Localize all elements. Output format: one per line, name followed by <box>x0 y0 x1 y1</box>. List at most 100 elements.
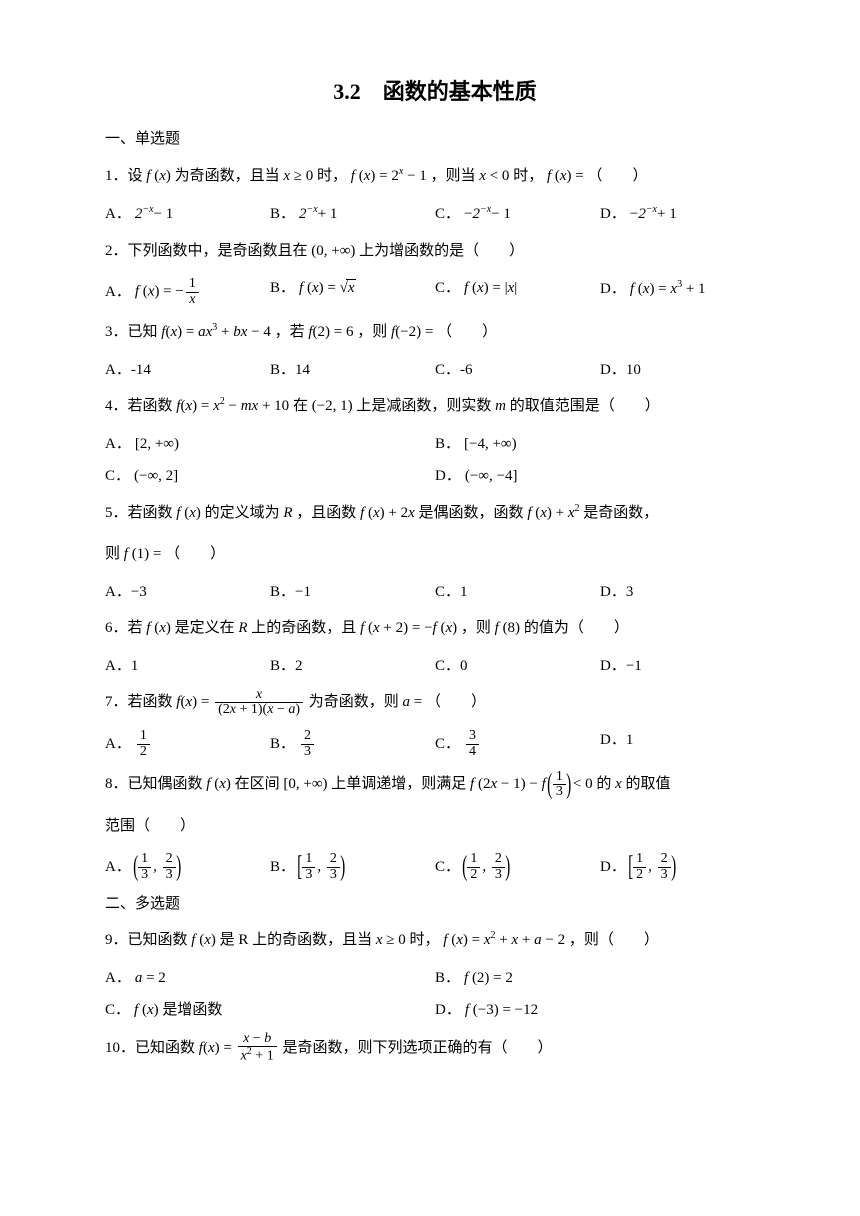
q3-opt-a: A．-14 <box>105 362 151 378</box>
q9-text-c: 时， <box>410 932 440 948</box>
q2-text-a: 2．下列函数中，是奇函数且在 <box>105 243 308 259</box>
q1-text-c: 时， <box>317 168 347 184</box>
q5-text-g: （ ） <box>165 546 225 562</box>
question-6: 6．若 f (x) 是定义在 R 上的奇函数，且 f (x + 2) = −f … <box>105 613 765 645</box>
q10-text-b: 是奇函数，则下列选项正确的有（ ） <box>282 1040 552 1056</box>
q7-opt-b-label: B． <box>270 736 295 752</box>
q6-text-b: 是定义在 <box>175 620 235 636</box>
q4-opt-d-label: D． <box>435 468 461 484</box>
q1-options: A．2−x − 1 B．2−x + 1 C．−2−x − 1 D．−2−x + … <box>105 202 765 226</box>
q1-text-f: （ ） <box>588 168 648 184</box>
section-2-header: 二、多选题 <box>105 893 765 916</box>
question-1: 1．设 f (x) 为奇函数，且当 x ≥ 0 时， f (x) = 2x − … <box>105 161 765 193</box>
q5-opt-d: D．3 <box>600 584 633 600</box>
q9-options-row2: C．f (x) 是增函数 D．f (−3) = −12 <box>105 999 765 1022</box>
q6-opt-a: A．1 <box>105 658 138 674</box>
q3-text-a: 3．已知 <box>105 324 158 340</box>
q4-options-row2: C．(−∞, 2] D．(−∞, −4] <box>105 465 765 488</box>
q4-text-a: 4．若函数 <box>105 398 173 414</box>
q9-options-row1: A．a = 2 B．f (2) = 2 <box>105 967 765 990</box>
q6-text-d: ，则 <box>461 620 491 636</box>
q9-opt-b-label: B． <box>435 970 460 986</box>
q4-opt-c-label: C． <box>105 468 130 484</box>
q7-text-c: （ ） <box>426 694 486 710</box>
q7-text-b: 为奇函数，则 <box>309 694 399 710</box>
q1-opt-a-label: A． <box>105 206 131 222</box>
page-title: 3.2 函数的基本性质 <box>105 75 765 108</box>
question-10: 10．已知函数 f(x) = x − bx2 + 1 是奇函数，则下列选项正确的… <box>105 1032 765 1065</box>
q9-opt-c-label: C． <box>105 1002 130 1018</box>
q7-text-a: 7．若函数 <box>105 694 173 710</box>
q5-text-d: 是偶函数，函数 <box>419 505 524 521</box>
q6-options: A．1 B．2 C．0 D．−1 <box>105 655 765 678</box>
q8-opt-a-label: A． <box>105 859 131 875</box>
q3-opt-d: D．10 <box>600 362 641 378</box>
q3-text-c: ，则 <box>357 324 387 340</box>
q1-text-b: 为奇函数，且当 <box>175 168 280 184</box>
q6-text-c: 上的奇函数，且 <box>251 620 356 636</box>
q8-text-d: 的 <box>596 776 611 792</box>
q5-text-b: 的定义域为 <box>205 505 280 521</box>
q4-text-c: 上是减函数，则实数 <box>356 398 491 414</box>
question-3: 3．已知 f(x) = ax3 + bx − 4 ，若 f(2) = 6 ，则 … <box>105 317 765 349</box>
q4-text-d: 的取值范围是（ ） <box>510 398 660 414</box>
q5-text-f: 则 <box>105 546 120 562</box>
q2-text-b: 上为增函数的是（ ） <box>359 243 524 259</box>
q7-options: A．12 B．23 C．34 D．1 <box>105 729 765 759</box>
q9-text-a: 9．已知函数 <box>105 932 188 948</box>
q8-text-b: 在区间 <box>235 776 280 792</box>
q1-opt-c-label: C． <box>435 206 460 222</box>
q3-options: A．-14 B．14 C．-6 D．10 <box>105 359 765 382</box>
q6-opt-b: B．2 <box>270 658 303 674</box>
q2-opt-b-label: B． <box>270 280 295 296</box>
q4-options-row1: A．[2, +∞) B．[−4, +∞) <box>105 433 765 456</box>
q2-opt-c-label: C． <box>435 280 460 296</box>
q9-opt-a-label: A． <box>105 970 131 986</box>
q6-text-e: 的值为（ ） <box>524 620 629 636</box>
question-9: 9．已知函数 f (x) 是 R 上的奇函数，且当 x ≥ 0 时， f (x)… <box>105 925 765 957</box>
q9-opt-d-label: D． <box>435 1002 461 1018</box>
q3-opt-c: C．-6 <box>435 362 473 378</box>
q5-text-e: 是奇函数， <box>583 505 658 521</box>
q6-opt-c: C．0 <box>435 658 468 674</box>
q10-text-a: 10．已知函数 <box>105 1040 195 1056</box>
q8-text-a: 8．已知偶函数 <box>105 776 203 792</box>
q7-opt-d: D．1 <box>600 732 633 748</box>
q5-opt-a: A．−3 <box>105 584 147 600</box>
q8-opt-d-label: D． <box>600 859 626 875</box>
q8-text-c: 上单调递增，则满足 <box>331 776 466 792</box>
q2-opt-a-label: A． <box>105 284 131 300</box>
q4-opt-a-label: A． <box>105 436 131 452</box>
q4-opt-b-label: B． <box>435 436 460 452</box>
question-7: 7．若函数 f(x) = x(2x + 1)(x − a) 为奇函数，则 a =… <box>105 687 765 719</box>
q8-opt-c-label: C． <box>435 859 460 875</box>
q9-opt-c-text: 是增函数 <box>162 1002 222 1018</box>
question-5-cont: 则 f (1) = （ ） <box>105 539 765 571</box>
question-8: 8．已知偶函数 f (x) 在区间 [0, +∞) 上单调递增，则满足 f (2… <box>105 769 765 801</box>
q2-opt-d-label: D． <box>600 281 626 297</box>
q8-opt-b-label: B． <box>270 859 295 875</box>
q3-text-b: ，若 <box>275 324 305 340</box>
q6-text-a: 6．若 <box>105 620 143 636</box>
q1-opt-b-label: B． <box>270 206 295 222</box>
question-8-cont: 范围（ ） <box>105 811 765 843</box>
q1-text-e: 时， <box>513 168 543 184</box>
q5-text-c: ，且函数 <box>296 505 356 521</box>
q9-text-b: 是 R 上的奇函数，且当 <box>220 932 373 948</box>
q1-text-d: ，则当 <box>431 168 476 184</box>
q5-opt-b: B．−1 <box>270 584 311 600</box>
question-4: 4．若函数 f(x) = x2 − mx + 10 在 (−2, 1) 上是减函… <box>105 391 765 423</box>
q1-opt-d-label: D． <box>600 206 626 222</box>
q7-opt-c-label: C． <box>435 736 460 752</box>
q6-opt-d: D．−1 <box>600 658 642 674</box>
q5-options: A．−3 B．−1 C．1 D．3 <box>105 581 765 604</box>
q3-text-d: （ ） <box>437 324 497 340</box>
q3-opt-b: B．14 <box>270 362 310 378</box>
q5-text-a: 5．若函数 <box>105 505 173 521</box>
question-5: 5．若函数 f (x) 的定义域为 R ，且函数 f (x) + 2x 是偶函数… <box>105 498 765 530</box>
q5-opt-c: C．1 <box>435 584 468 600</box>
q9-text-d: ，则（ ） <box>569 932 659 948</box>
section-1-header: 一、单选题 <box>105 128 765 151</box>
q8-text-f: 范围（ ） <box>105 818 195 834</box>
q8-options: A．(13, 23) B．[13, 23) C．(12, 23) D．[12, … <box>105 852 765 882</box>
